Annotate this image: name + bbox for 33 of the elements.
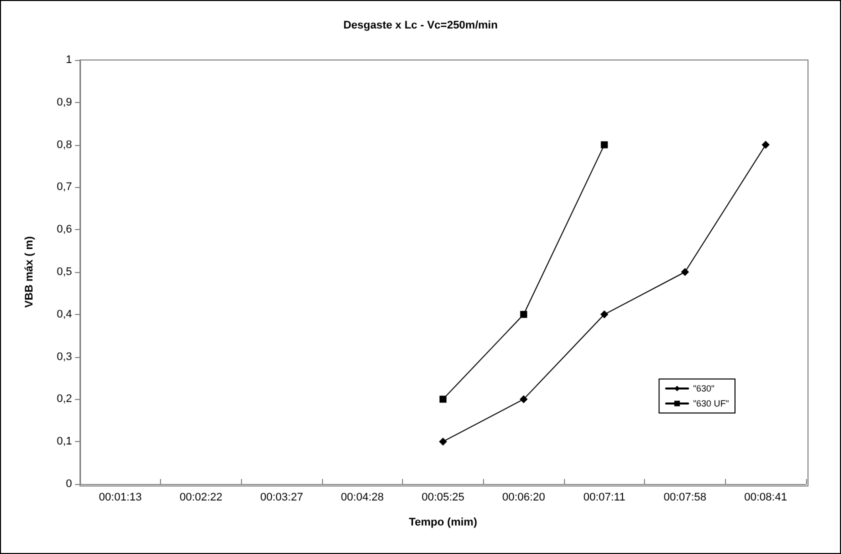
y-tick-label: 0,7 [56,181,72,194]
point [520,395,528,404]
point [681,268,689,276]
chart-title: Desgaste x Lc - Vc=250m/min [343,20,498,32]
x-tick-label: 00:06:20 [502,492,546,504]
y-tick-label: 0,6 [56,224,72,236]
point [440,396,446,403]
x-tick-label: 00:02:22 [180,492,222,504]
point [600,141,608,148]
y-tick-label: 0 [66,478,72,490]
point [520,310,528,318]
point [439,438,447,446]
y-tick-label: 0,5 [56,266,72,278]
x-tick-label: 00:03:27 [260,492,304,504]
y-tick-label: 1 [66,54,72,66]
y-tick-label: 0,8 [56,138,72,151]
x-tick-label: 00:05:25 [422,492,464,504]
x-axis-title: Tempo (mim) [408,516,478,528]
y-tick-label: 0,4 [56,308,72,320]
y-tick-label: 0,1 [56,436,72,448]
legend-label: "630 UF" [693,398,730,408]
x-tick-label: 00:08:41 [744,492,788,504]
y-axis-title: VBB máx ( m) [24,236,36,308]
legend-label: "630" [693,384,715,394]
y-tick-label: 0,9 [56,96,72,108]
point [762,140,770,149]
y-tick-label: 0,2 [56,393,72,406]
point [600,310,608,318]
x-tick-label: 00:01:13 [98,492,142,504]
x-tick-label: 00:07:58 [664,492,706,504]
x-tick-label: 00:04:28 [340,492,384,504]
x-tick-label: 00:07:11 [583,492,626,504]
y-tick-label: 0,3 [56,350,72,363]
